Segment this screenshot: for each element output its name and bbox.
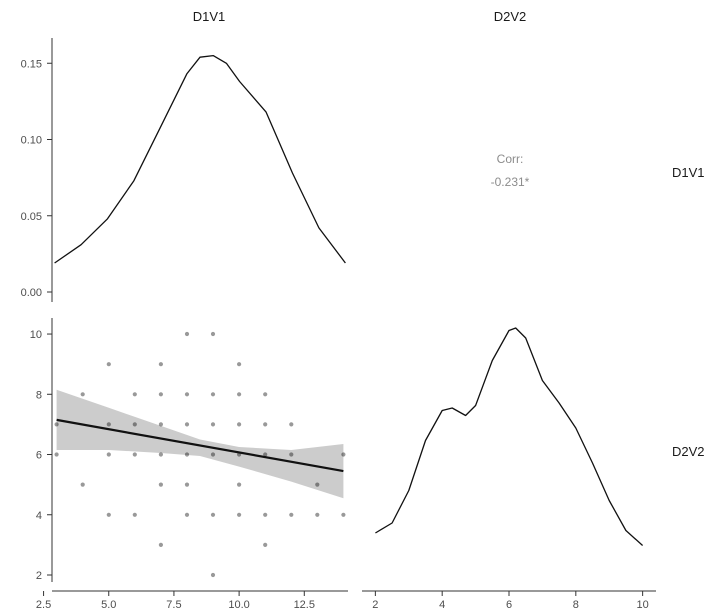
d1-density-panel bbox=[55, 56, 346, 263]
confidence-band-layer bbox=[57, 390, 344, 498]
scatter-point bbox=[289, 452, 293, 456]
scatter-point bbox=[237, 392, 241, 396]
scatter-point bbox=[237, 513, 241, 517]
scatter-point bbox=[185, 452, 189, 456]
top-strip-d1v1: D1V1 bbox=[193, 9, 226, 24]
y-tick-label: 4 bbox=[36, 510, 42, 522]
scatter-point bbox=[211, 573, 215, 577]
scatter-point bbox=[81, 392, 85, 396]
scatter-point bbox=[341, 513, 345, 517]
scatter-point bbox=[185, 422, 189, 426]
scatter-point bbox=[133, 513, 137, 517]
x-tick-label: 8 bbox=[573, 599, 579, 609]
y-tick-label: 6 bbox=[36, 450, 42, 462]
corr-label: Corr: bbox=[497, 152, 524, 166]
scatter-point bbox=[81, 483, 85, 487]
scatter-point bbox=[55, 452, 59, 456]
d1-density-y-ticks: 0.00 0.05 0.10 0.15 bbox=[21, 58, 52, 299]
top-strip-d2v2: D2V2 bbox=[494, 9, 527, 24]
x-tick-label: 6 bbox=[506, 599, 512, 609]
scatter-point bbox=[133, 392, 137, 396]
d1v1-density-line bbox=[55, 56, 346, 263]
y-tick-label: 0.10 bbox=[21, 135, 42, 147]
scatter-point bbox=[211, 422, 215, 426]
d2-density-x-ticks: 2 4 6 8 10 bbox=[372, 591, 648, 609]
scatter-point bbox=[289, 513, 293, 517]
scatter-point bbox=[289, 422, 293, 426]
scatter-point bbox=[211, 332, 215, 336]
scatter-point bbox=[185, 332, 189, 336]
x-tick-label: 5.0 bbox=[101, 599, 116, 609]
scatter-point bbox=[315, 513, 319, 517]
x-tick-label: 10 bbox=[637, 599, 649, 609]
y-tick-label: 0.00 bbox=[21, 287, 42, 299]
scatter-point bbox=[107, 362, 111, 366]
scatter-point bbox=[263, 513, 267, 517]
x-tick-label: 10.0 bbox=[228, 599, 249, 609]
y-tick-label: 0.05 bbox=[21, 211, 42, 223]
scatter-point bbox=[315, 483, 319, 487]
scatter-point bbox=[133, 452, 137, 456]
right-strip-d2v2: D2V2 bbox=[672, 444, 705, 459]
scatter-point bbox=[237, 422, 241, 426]
scatter-point bbox=[159, 422, 163, 426]
scatter-point bbox=[263, 543, 267, 547]
scatter-point bbox=[159, 543, 163, 547]
scatter-point bbox=[107, 452, 111, 456]
scatter-point bbox=[185, 513, 189, 517]
scatter-point bbox=[237, 483, 241, 487]
y-tick-label: 0.15 bbox=[21, 58, 42, 70]
scatter-point bbox=[159, 452, 163, 456]
scatter-y-ticks: 2 4 6 8 10 bbox=[30, 329, 52, 582]
right-strip-d1v1: D1V1 bbox=[672, 165, 705, 180]
d2v2-density-line bbox=[375, 328, 642, 546]
y-tick-label: 8 bbox=[36, 389, 42, 401]
scatter-point bbox=[263, 392, 267, 396]
scatter-point bbox=[55, 422, 59, 426]
scatter-point bbox=[263, 422, 267, 426]
x-tick-label: 12.5 bbox=[294, 599, 315, 609]
y-tick-label: 10 bbox=[30, 329, 42, 341]
scatter-point bbox=[133, 422, 137, 426]
y-tick-label: 2 bbox=[36, 570, 42, 582]
scatter-point bbox=[185, 483, 189, 487]
scatter-point bbox=[211, 392, 215, 396]
x-tick-label: 7.5 bbox=[166, 599, 181, 609]
scatter-point bbox=[211, 452, 215, 456]
scatter-point bbox=[211, 513, 215, 517]
scatter-point bbox=[107, 422, 111, 426]
x-tick-label: 2.5 bbox=[36, 599, 51, 609]
scatter-point bbox=[159, 362, 163, 366]
scatter-point bbox=[341, 452, 345, 456]
scatter-point bbox=[159, 392, 163, 396]
scatter-point bbox=[107, 513, 111, 517]
confidence-band bbox=[57, 390, 344, 498]
scatter-point bbox=[237, 362, 241, 366]
scatter-point bbox=[159, 483, 163, 487]
x-tick-label: 2 bbox=[372, 599, 378, 609]
corr-value: -0.231* bbox=[491, 175, 530, 189]
d2-density-panel bbox=[375, 328, 642, 546]
scatter-x-ticks: 2.5 5.0 7.5 10.0 12.5 bbox=[36, 591, 315, 609]
scatter-point bbox=[185, 392, 189, 396]
x-tick-label: 4 bbox=[439, 599, 445, 609]
